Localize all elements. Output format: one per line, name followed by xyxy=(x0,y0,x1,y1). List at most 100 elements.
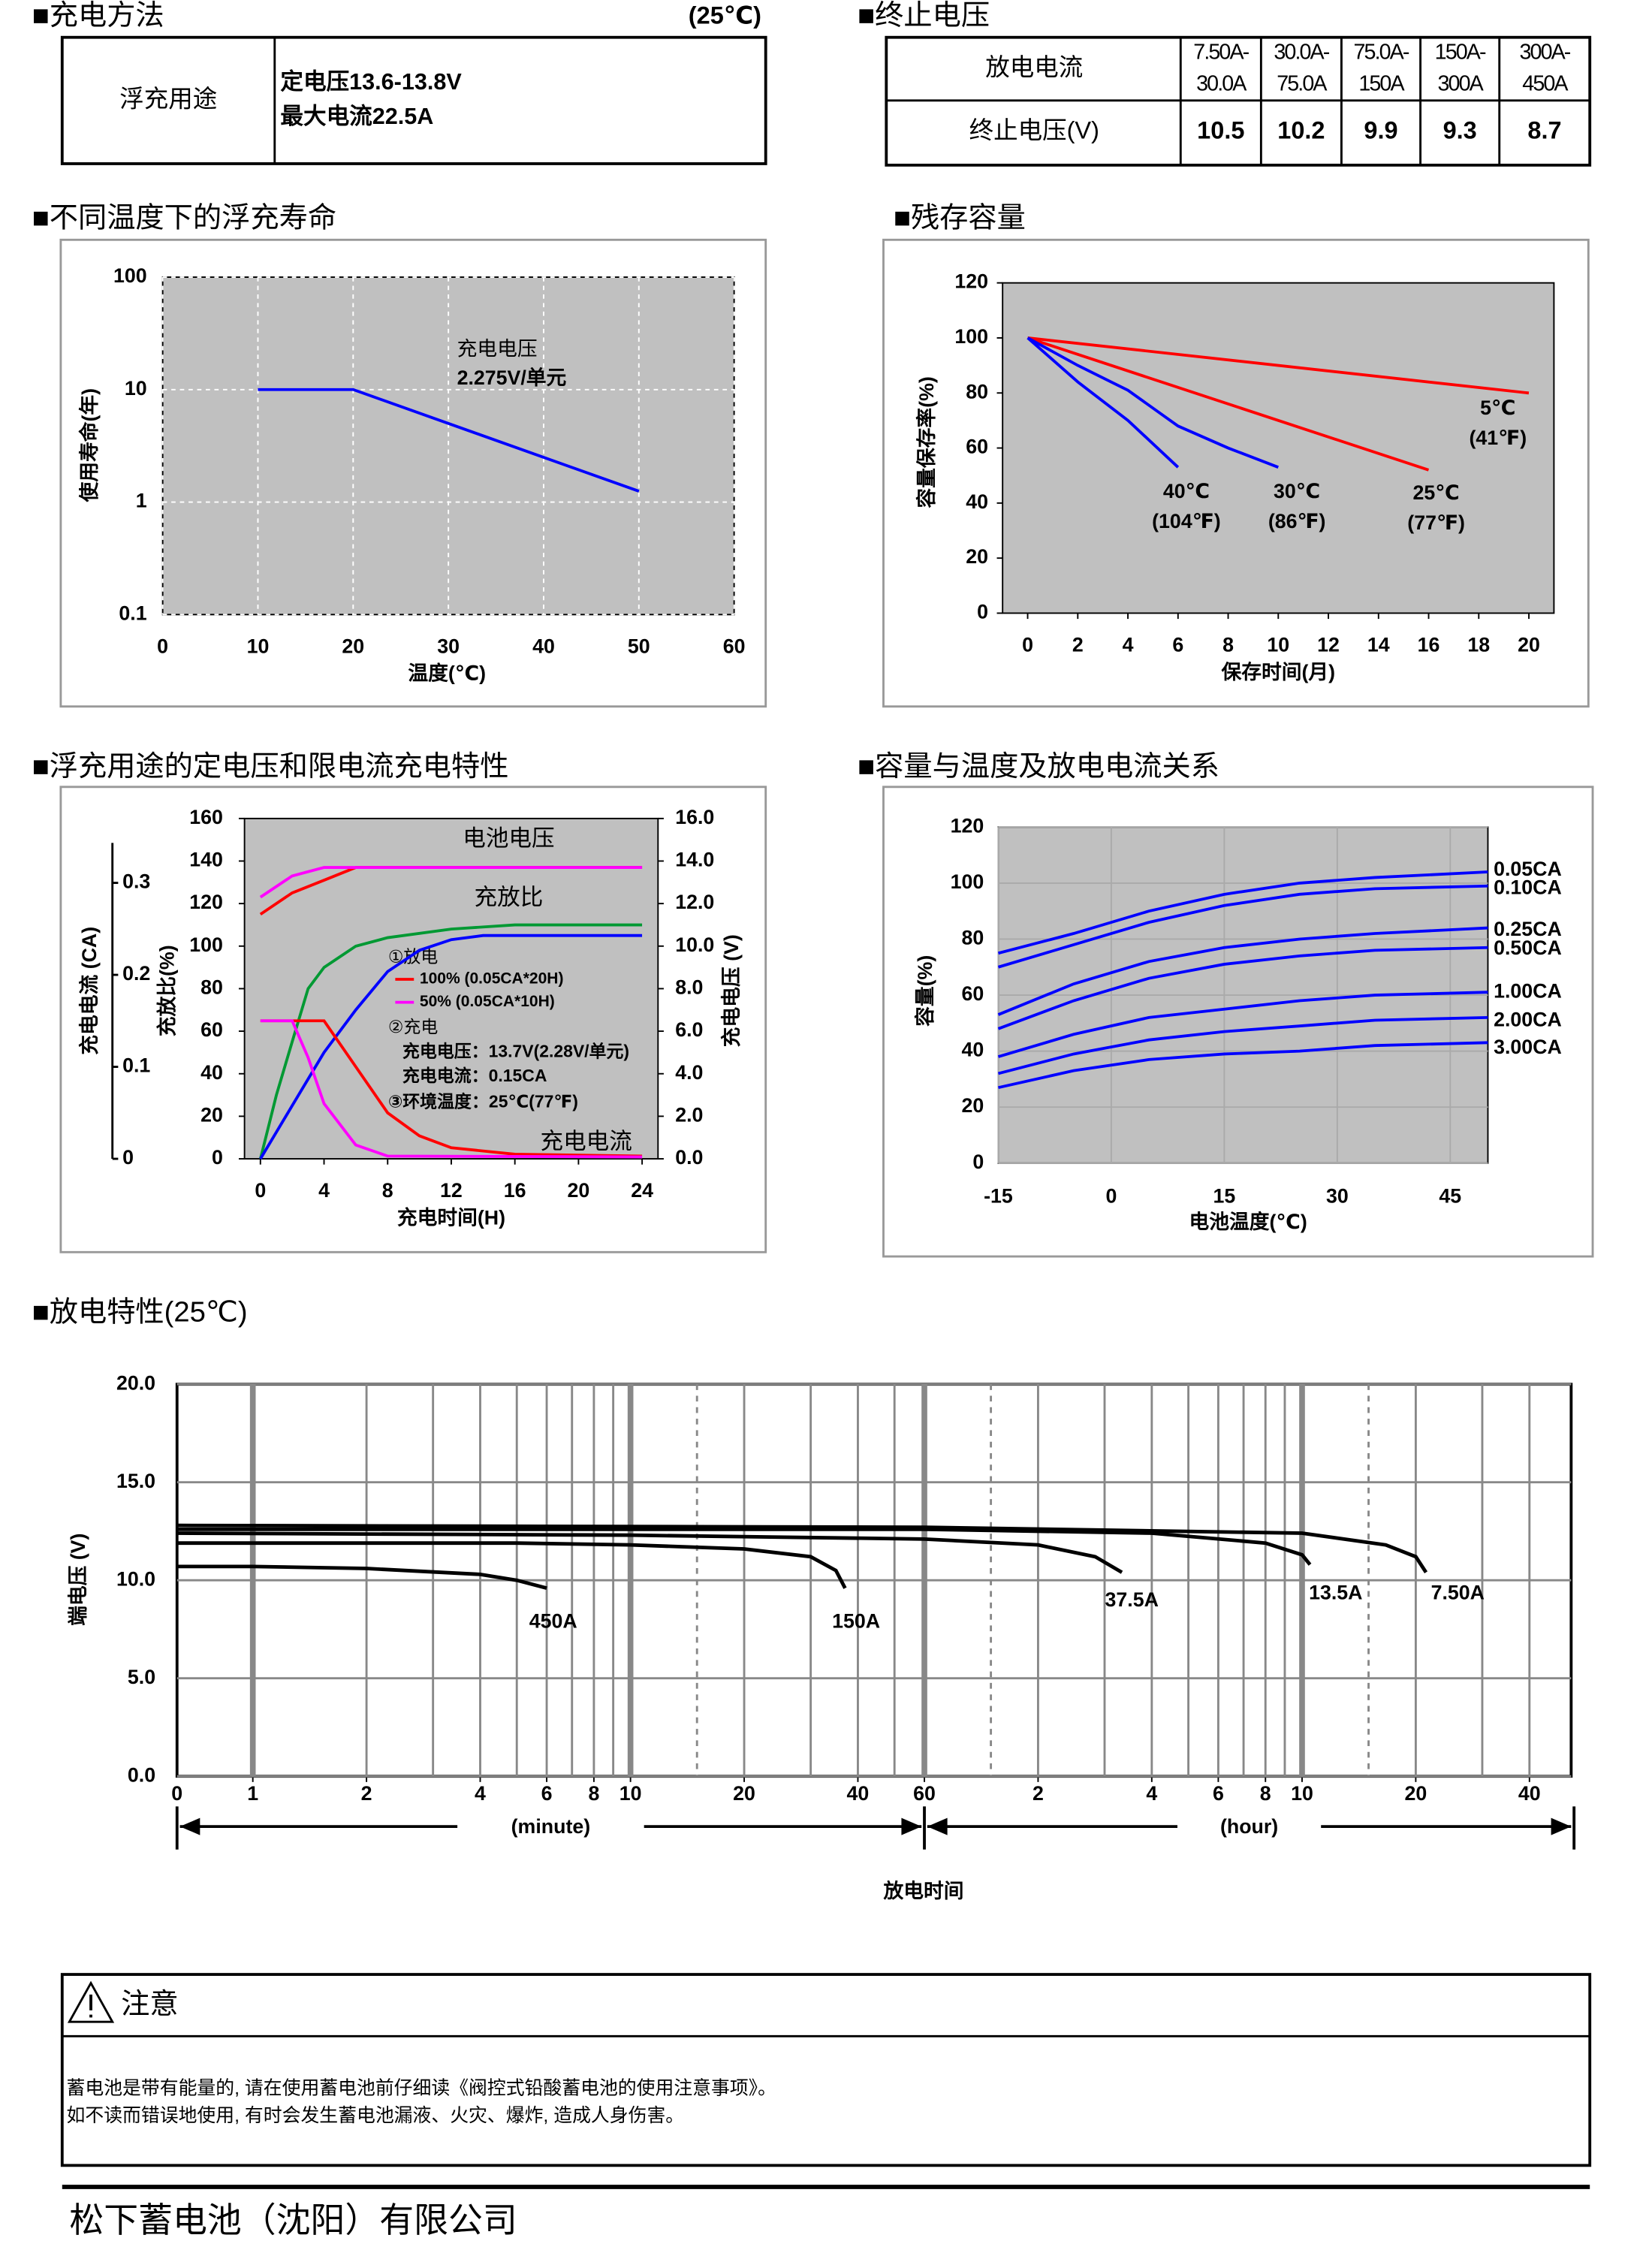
header-cell: 300A xyxy=(1438,71,1485,95)
chart-title: ■容量与温度及放电电流关系 xyxy=(858,750,1219,783)
series-label: (41℉) xyxy=(1470,427,1527,449)
y-tick-label: 0.0 xyxy=(675,1146,703,1169)
arrow-head xyxy=(179,1817,200,1835)
x-tick-label: 16 xyxy=(504,1179,526,1202)
y-tick-label: 60 xyxy=(962,982,984,1005)
x-tick-label: 0 xyxy=(1022,633,1033,656)
header-cell: 7.50A- xyxy=(1193,40,1249,64)
x-tick-label: 10 xyxy=(1291,1782,1313,1805)
axis-label: 充电电压 (V) xyxy=(719,934,743,1047)
series-label: 0.25CA xyxy=(1494,918,1562,940)
x-tick-label: 10 xyxy=(620,1782,642,1805)
annotation: 电池电压 xyxy=(463,826,554,852)
series-line xyxy=(997,870,1488,955)
footer-text: 松下蓄电池（沈阳）有限公司 xyxy=(69,2200,517,2239)
y-tick-label: 100 xyxy=(113,264,147,287)
y-tick-label: 4.0 xyxy=(675,1061,703,1084)
x-tick-label: 0 xyxy=(171,1782,182,1805)
axis-label: 充电电流 (CA) xyxy=(77,927,101,1055)
x-tick-label: 50 xyxy=(628,635,650,657)
x-tick-label: 30 xyxy=(437,635,460,657)
y-tick-label: 80 xyxy=(200,976,223,999)
x-tick-label: 24 xyxy=(631,1179,653,1202)
y-tick-label: 20 xyxy=(962,1094,984,1117)
chart-title: ■浮充用途的定电压和限电流充电特性 xyxy=(32,750,509,783)
legend-note: ②充电 xyxy=(388,1017,439,1036)
y-tick-label: 0 xyxy=(212,1146,223,1169)
x-tick-label: 12 xyxy=(1317,633,1340,656)
y-tick-label: 40 xyxy=(966,490,988,513)
chart-title: ■残存容量 xyxy=(894,202,1026,234)
x-tick-label: 16 xyxy=(1418,633,1440,656)
series-line xyxy=(176,1527,1312,1566)
x-tick-label: 45 xyxy=(1439,1185,1461,1208)
x-tick-label: 30 xyxy=(1326,1185,1349,1208)
y-tick-label: 0.2 xyxy=(122,962,150,985)
value-cell: 9.3 xyxy=(1443,116,1477,143)
y-tick-label: 60 xyxy=(200,1018,223,1041)
series-label: 2.00CA xyxy=(1494,1009,1562,1031)
notice-text: 蓄电池是带有能量的, 请在使用蓄电池前仔细读《阀控式铅酸蓄电池的使用注意事项》。 xyxy=(67,2078,776,2099)
header-cell: 450A xyxy=(1522,71,1569,95)
y-tick-label: 120 xyxy=(951,814,984,837)
row-label: 浮充用途 xyxy=(119,85,217,112)
series-line xyxy=(176,1564,547,1591)
series-label: 40℃ xyxy=(1163,480,1210,502)
series-line xyxy=(997,926,1488,1016)
series-line xyxy=(258,388,640,493)
x-tick-label: 8 xyxy=(382,1179,393,1202)
x-tick-label: 8 xyxy=(1260,1782,1271,1805)
y-tick-label: 100 xyxy=(954,325,988,348)
y-tick-label: 120 xyxy=(954,270,988,293)
x-axis-label: 保存时间(月) xyxy=(1221,661,1336,683)
y-tick-label: 140 xyxy=(189,849,223,871)
x-tick-label: 8 xyxy=(1222,633,1234,656)
series-label: (86℉) xyxy=(1268,510,1326,532)
annotation: 充放比 xyxy=(475,885,544,910)
value-cell: 10.2 xyxy=(1277,116,1325,143)
series-line xyxy=(260,1019,643,1158)
x-tick-label: 40 xyxy=(847,1782,870,1805)
x-tick-label: 40 xyxy=(532,635,555,657)
x-tick-label: 0 xyxy=(157,635,168,657)
x-tick-label: 4 xyxy=(1146,1782,1157,1805)
y-tick-label: 120 xyxy=(189,891,223,913)
condition: (25℃) xyxy=(689,2,761,29)
row-label: 终止电压(V) xyxy=(969,116,1099,143)
legend-note: 充电电流：0.15CA xyxy=(402,1066,547,1085)
series-line xyxy=(997,884,1488,969)
x-tick-label: 4 xyxy=(318,1179,330,1202)
chart-panel xyxy=(882,238,1590,708)
y-tick-label: 160 xyxy=(189,806,223,828)
notice-title: 注意 xyxy=(121,1988,178,2020)
x-axis-label: 温度(℃) xyxy=(408,662,486,685)
y-tick-label: 14.0 xyxy=(675,849,714,871)
cell-text: 定电压13.6-13.8V xyxy=(280,69,462,95)
series-label: 25℃ xyxy=(1413,481,1460,504)
y-tick-label: 0 xyxy=(977,601,988,623)
x-tick-label: 2 xyxy=(1032,1782,1044,1805)
header-cell: 30.0A- xyxy=(1274,40,1329,64)
series-label: 13.5A xyxy=(1309,1581,1362,1603)
y-tick-label: 16.0 xyxy=(675,806,714,828)
header-cell: 150A xyxy=(1358,71,1405,95)
y-tick-label: 10.0 xyxy=(116,1567,155,1590)
y-tick-label: 5.0 xyxy=(128,1666,155,1688)
axis-label: 使用寿命(年) xyxy=(77,388,101,503)
chart-panel xyxy=(59,786,767,1253)
warning-icon xyxy=(67,1980,115,2023)
axis-label: 容量(%) xyxy=(913,955,936,1027)
x-tick-label: 2 xyxy=(361,1782,372,1805)
series-line xyxy=(258,923,643,1160)
header-cell: 150A- xyxy=(1435,40,1486,64)
y-tick-label: 60 xyxy=(966,436,988,458)
series-label: 150A xyxy=(832,1610,880,1633)
x-tick-label: 4 xyxy=(1123,633,1134,656)
annotation: 充电电压 xyxy=(457,338,538,360)
header-cell: 75.0A xyxy=(1277,71,1328,95)
y-tick-label: 0.1 xyxy=(122,1054,150,1077)
y-tick-label: 20 xyxy=(200,1103,223,1126)
x-tick-label: 1 xyxy=(247,1782,258,1805)
